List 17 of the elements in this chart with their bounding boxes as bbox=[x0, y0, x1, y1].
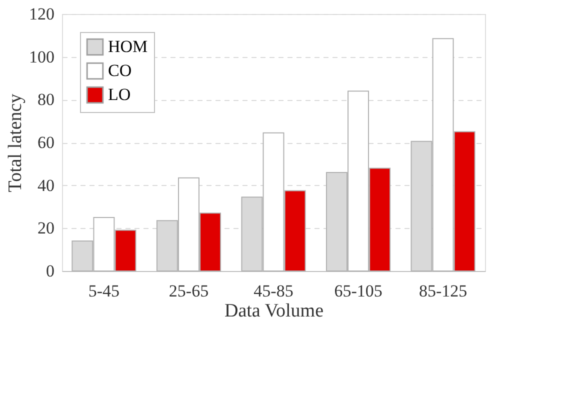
legend-label: HOM bbox=[108, 37, 148, 56]
x-tick-label: 5-45 bbox=[88, 282, 120, 300]
y-tick-label: 20 bbox=[38, 218, 54, 238]
x-tick-label: 85-125 bbox=[418, 282, 468, 300]
x-tick-label: 25-65 bbox=[168, 282, 209, 300]
y-tick-label: 100 bbox=[29, 47, 54, 66]
y-tick-label: 40 bbox=[38, 176, 54, 195]
x-tick-label: 65-105 bbox=[334, 282, 382, 300]
y-tick-label: 120 bbox=[29, 4, 54, 24]
y-tick-label: 60 bbox=[38, 133, 54, 152]
y-axis-title: Total latency bbox=[5, 93, 26, 192]
y-tick-label: 80 bbox=[38, 90, 54, 110]
y-tick-label: 0 bbox=[46, 262, 54, 280]
legend-label: CO bbox=[108, 61, 132, 80]
x-tick-label: 45-85 bbox=[254, 282, 294, 300]
legend-label: LO bbox=[108, 85, 131, 104]
x-axis-title: Data Volume bbox=[224, 300, 324, 322]
